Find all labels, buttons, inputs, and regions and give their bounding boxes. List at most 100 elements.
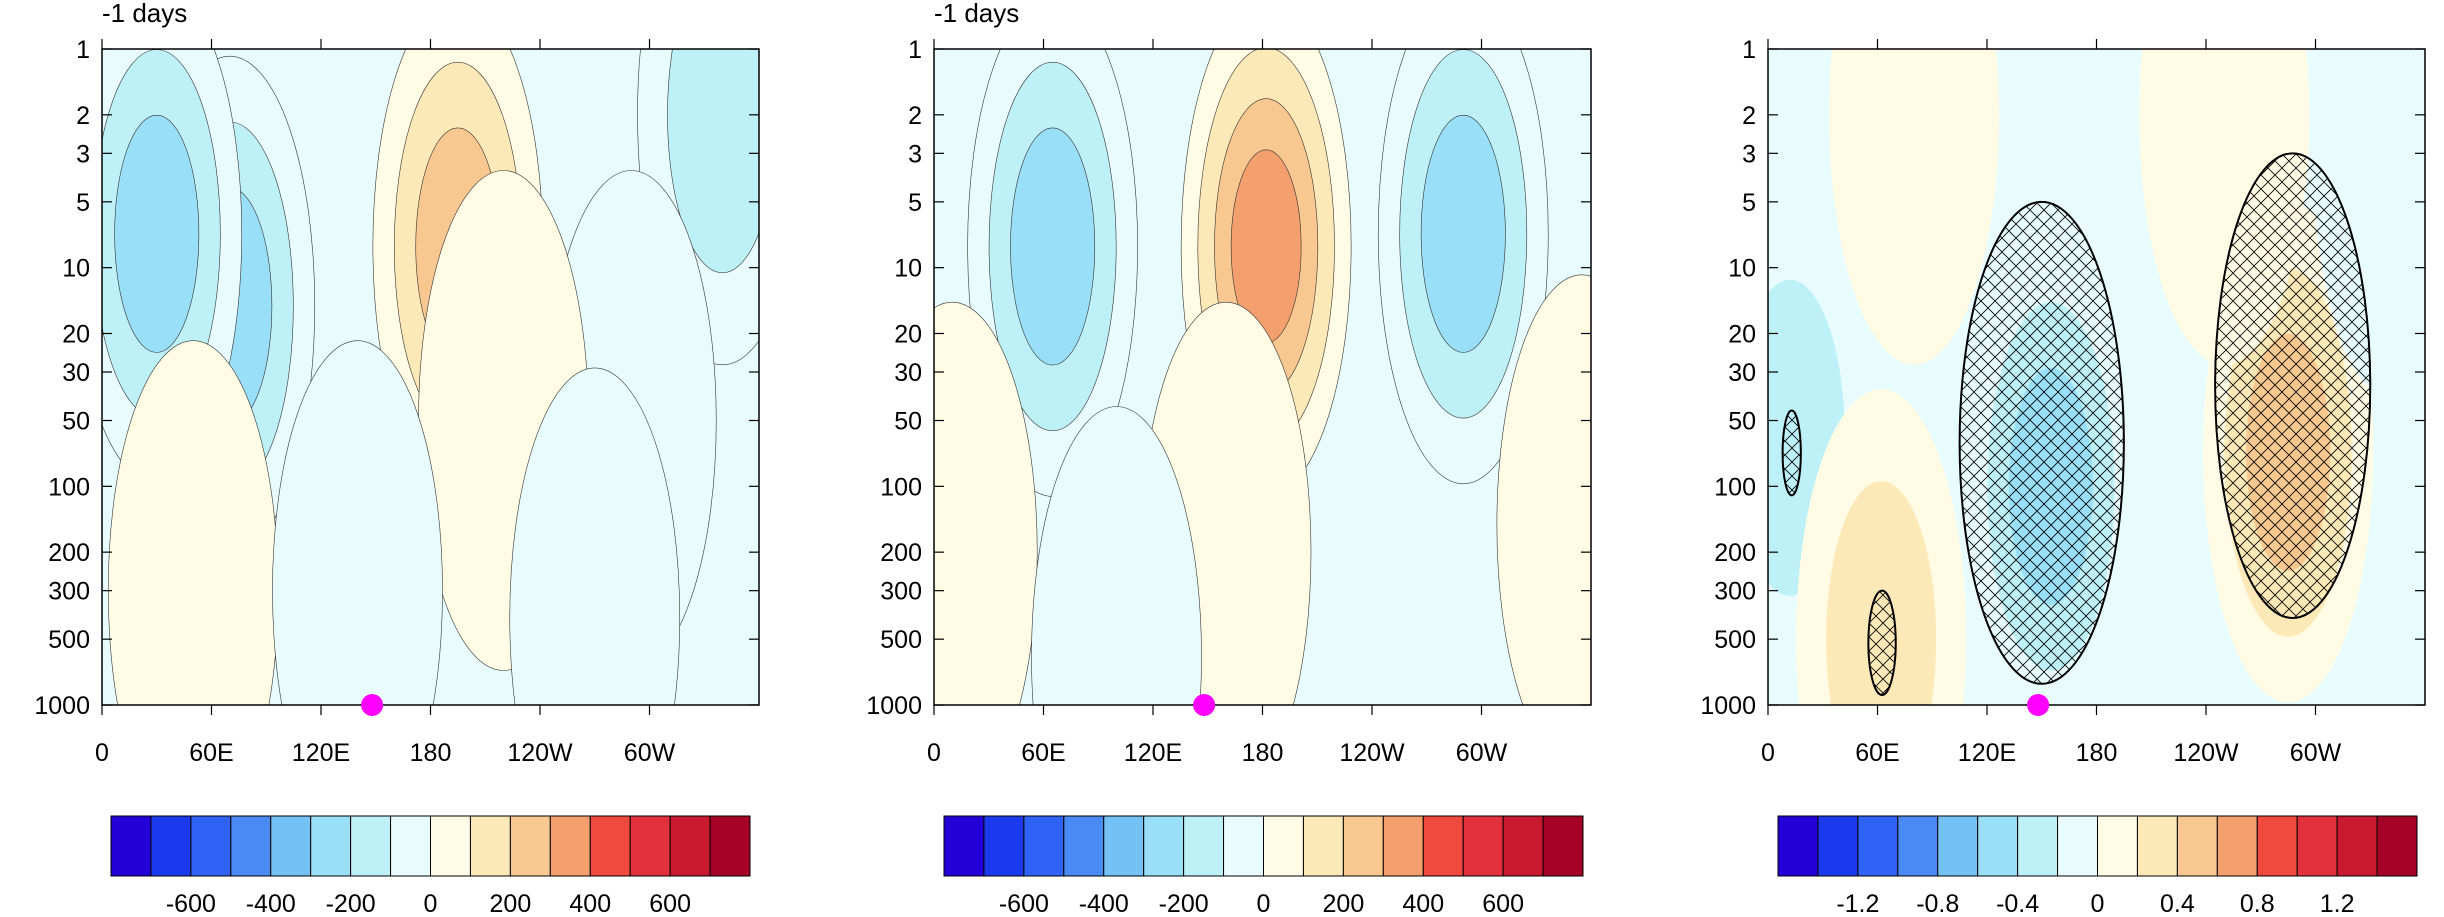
colorbar-cell <box>2136 815 2178 877</box>
colorbar-label: -1.2 <box>1836 890 1879 917</box>
colorbar-cell <box>150 815 192 877</box>
panel-title: -1 days <box>934 0 1019 28</box>
location-marker <box>2027 694 2050 716</box>
colorbar-label: 400 <box>569 890 611 917</box>
y-tick-label: 3 <box>76 140 90 168</box>
x-tick-label: 60W <box>2290 739 2342 767</box>
colorbar-cell <box>943 815 985 877</box>
colorbar-cell <box>469 815 511 877</box>
x-tick-label: 120W <box>2173 739 2239 767</box>
colorbar-label: 1.2 <box>2320 890 2355 917</box>
y-tick-label: 1000 <box>34 692 90 720</box>
significance-hatch <box>1781 409 1802 497</box>
colorbar-label: 0.4 <box>2160 890 2195 917</box>
x-tick-label: 180 <box>410 739 452 767</box>
colorbar-cell <box>1977 815 2019 877</box>
colorbar-cell <box>983 815 1025 877</box>
y-tick-label: 50 <box>1728 408 1756 436</box>
colorbar-cell <box>1897 815 1939 877</box>
colorbar-cell <box>1502 815 1544 877</box>
y-tick-label: 30 <box>894 359 922 387</box>
colorbar-cell <box>1777 815 1819 877</box>
colorbar-label: 0 <box>1257 890 1271 917</box>
x-tick-label: 60E <box>1021 739 1065 767</box>
colorbar-label: 600 <box>649 890 691 917</box>
x-tick-label: 60W <box>1456 739 1508 767</box>
colorbar-label: -200 <box>1159 890 1209 917</box>
colorbar-cell <box>1143 815 1185 877</box>
colorbar-cell <box>2216 815 2258 877</box>
contour-blob <box>934 301 1038 705</box>
y-tick-label: 20 <box>1728 320 1756 348</box>
colorbar-label: -400 <box>246 890 296 917</box>
colorbar-cell <box>1103 815 1145 877</box>
colorbar-label: -600 <box>999 890 1049 917</box>
colorbar-cell <box>1857 815 1899 877</box>
colorbar-label: 200 <box>1323 890 1365 917</box>
panel-title: -1 days <box>102 0 187 28</box>
colorbar-cell <box>350 815 392 877</box>
contour-blob <box>509 367 681 705</box>
x-tick-label: 0 <box>95 739 109 767</box>
y-tick-label: 500 <box>880 626 922 654</box>
contour-blob <box>272 340 443 705</box>
y-tick-label: 2 <box>1742 102 1756 130</box>
colorbar-label: -400 <box>1079 890 1129 917</box>
colorbar-cell <box>1422 815 1464 877</box>
colorbar-cell <box>1063 815 1105 877</box>
colorbar-cell <box>709 815 751 877</box>
colorbar-cell <box>1382 815 1424 877</box>
colorbar-cell <box>2376 815 2418 877</box>
colorbar-label: 600 <box>1482 890 1524 917</box>
contour-blob <box>114 114 200 353</box>
y-tick-label: 300 <box>1714 578 1756 606</box>
x-tick-label: 180 <box>2076 739 2118 767</box>
colorbar-cell <box>2176 815 2218 877</box>
y-tick-label: 500 <box>48 626 90 654</box>
colorbar-label: 200 <box>490 890 532 917</box>
x-tick-label: 60W <box>624 739 676 767</box>
x-tick-label: 180 <box>1242 739 1284 767</box>
contour-blob <box>1420 114 1506 353</box>
y-tick-label: 10 <box>62 255 90 283</box>
y-tick-label: 200 <box>1714 539 1756 567</box>
x-tick-label: 120E <box>1958 739 2016 767</box>
significance-hatch <box>1958 200 2125 685</box>
x-tick-label: 0 <box>1761 739 1775 767</box>
y-tick-label: 5 <box>76 189 90 217</box>
y-tick-label: 5 <box>1742 189 1756 217</box>
y-tick-label: 20 <box>894 320 922 348</box>
colorbar-cell <box>2336 815 2378 877</box>
colorbar-label: -600 <box>166 890 216 917</box>
colorbar: -600 -400 -200 0 200 400 600 <box>110 815 751 917</box>
colorbar-label: -0.8 <box>1916 890 1959 917</box>
y-tick-label: 100 <box>880 473 922 501</box>
y-tick-label: 1 <box>76 36 90 64</box>
colorbar-cell <box>230 815 272 877</box>
colorbar-cell <box>2256 815 2298 877</box>
x-tick-label: 0 <box>927 739 941 767</box>
colorbar-cell <box>509 815 551 877</box>
y-tick-label: 20 <box>62 320 90 348</box>
colorbar-cell <box>110 815 152 877</box>
colorbar-cell <box>589 815 631 877</box>
colorbar-cell <box>1023 815 1065 877</box>
y-tick-label: 200 <box>880 539 922 567</box>
colorbar-cell <box>1302 815 1344 877</box>
y-tick-label: 1000 <box>866 692 922 720</box>
y-tick-label: 1 <box>1742 36 1756 64</box>
significance-hatch <box>2214 152 2372 619</box>
y-tick-label: 100 <box>48 473 90 501</box>
colorbar: -600 -400 -200 0 200 400 600 <box>943 815 1584 917</box>
colorbar-cell <box>629 815 671 877</box>
y-tick-label: 2 <box>76 102 90 130</box>
colorbar-cell <box>1263 815 1304 877</box>
colorbar-cell <box>669 815 711 877</box>
location-marker <box>1193 694 1216 716</box>
colorbar-label: 0.8 <box>2240 890 2275 917</box>
colorbar-cell <box>1542 815 1584 877</box>
y-tick-label: 3 <box>908 140 922 168</box>
y-tick-label: 50 <box>62 408 90 436</box>
